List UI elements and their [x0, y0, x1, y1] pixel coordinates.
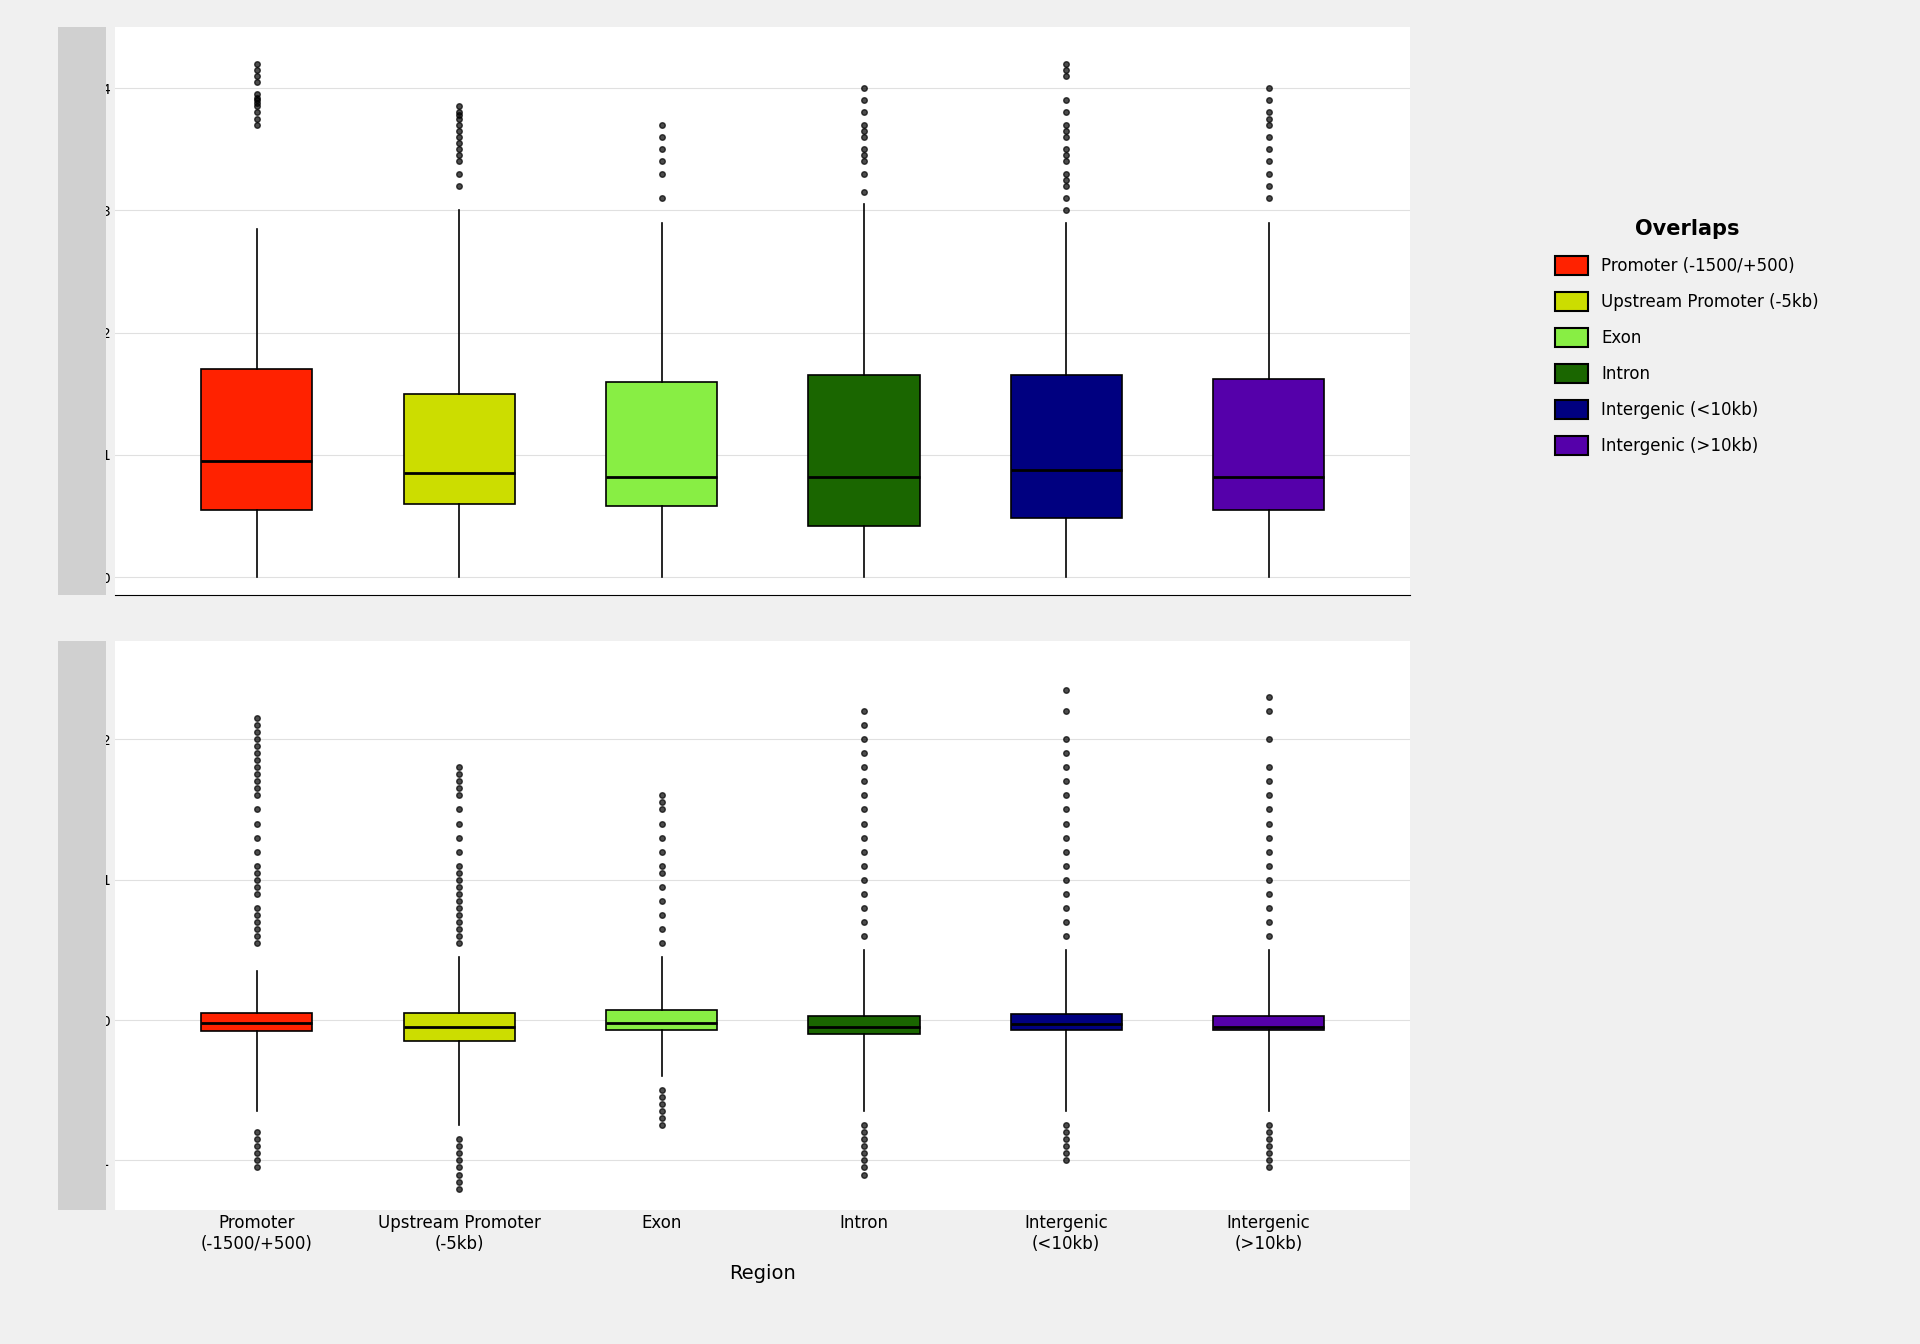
- PathPatch shape: [607, 1011, 718, 1030]
- PathPatch shape: [1213, 379, 1325, 509]
- PathPatch shape: [202, 370, 313, 509]
- PathPatch shape: [1010, 1015, 1121, 1030]
- PathPatch shape: [607, 382, 718, 507]
- PathPatch shape: [808, 375, 920, 526]
- Y-axis label: logCPM: logCPM: [75, 276, 94, 347]
- Y-axis label: logFC: logFC: [63, 898, 83, 953]
- PathPatch shape: [202, 1013, 313, 1031]
- PathPatch shape: [403, 1013, 515, 1042]
- PathPatch shape: [1213, 1016, 1325, 1030]
- PathPatch shape: [1010, 375, 1121, 519]
- Legend: Promoter (-1500/+500), Upstream Promoter (-5kb), Exon, Intron, Intergenic (<10kb: Promoter (-1500/+500), Upstream Promoter…: [1548, 212, 1826, 461]
- PathPatch shape: [808, 1016, 920, 1034]
- PathPatch shape: [403, 394, 515, 504]
- X-axis label: Region: Region: [730, 1265, 797, 1284]
